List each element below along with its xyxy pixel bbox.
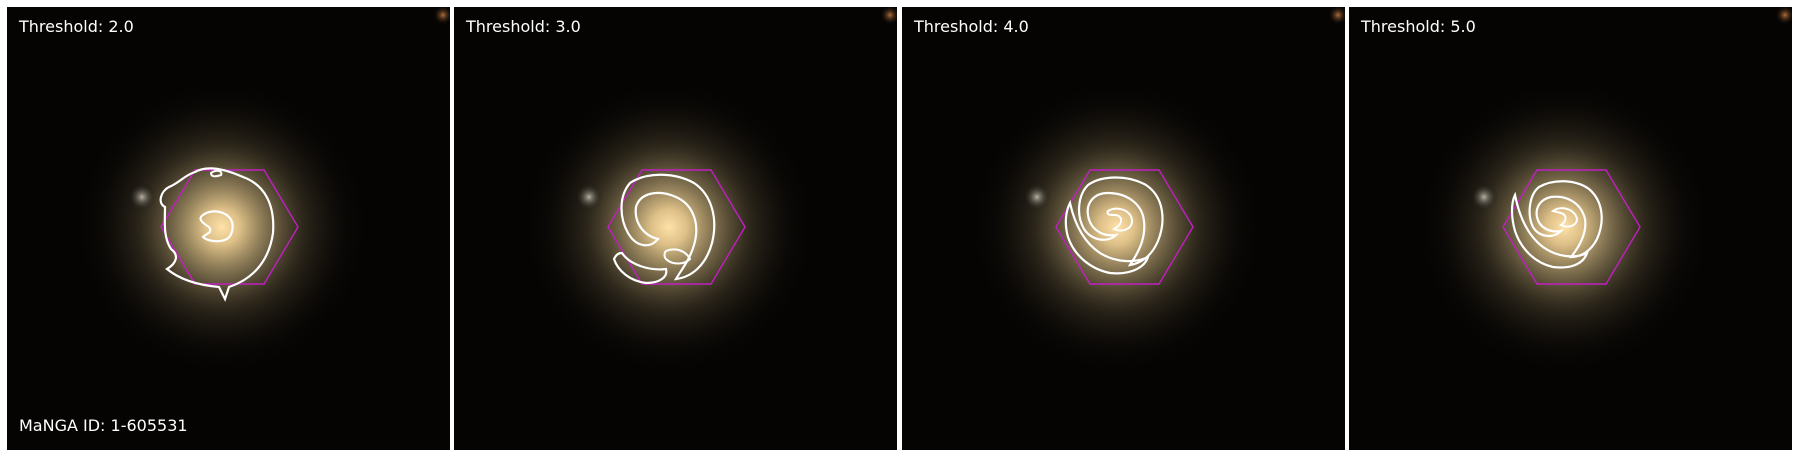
image-panel-threshold-3: Threshold: 3.0	[454, 7, 897, 450]
ifu-hexagon	[160, 169, 299, 285]
contour-arm-outer	[1528, 180, 1603, 259]
corner-star	[880, 7, 897, 25]
ifu-hexagon	[1055, 169, 1194, 285]
image-panel-threshold-4: Threshold: 4.0	[902, 7, 1345, 450]
contour-arm-outer	[620, 173, 716, 281]
ifu-hexagon	[607, 169, 746, 285]
contour-fragment	[663, 248, 692, 265]
contour-arm-lower	[1064, 199, 1150, 275]
galaxy-glow	[72, 77, 372, 377]
corner-star	[1775, 7, 1792, 25]
foreground-star	[128, 183, 156, 211]
threshold-label: Threshold: 3.0	[466, 17, 581, 36]
foreground-star	[575, 183, 603, 211]
foreground-star	[1470, 183, 1498, 211]
contour-inner	[199, 210, 234, 243]
galaxy-glow	[519, 77, 819, 377]
contour-inner	[1106, 207, 1134, 232]
image-panel-threshold-5: Threshold: 5.0	[1349, 7, 1792, 450]
contour-arm-lower	[1510, 191, 1589, 269]
galaxy-image	[1349, 7, 1792, 450]
galaxy-image	[7, 7, 450, 450]
foreground-star	[1023, 183, 1051, 211]
threshold-label: Threshold: 2.0	[19, 17, 134, 36]
threshold-label: Threshold: 5.0	[1361, 17, 1476, 36]
galaxy-image	[454, 7, 897, 450]
galaxy-image	[902, 7, 1345, 450]
threshold-label: Threshold: 4.0	[914, 17, 1029, 36]
contour-inner	[1550, 207, 1579, 228]
contour-fragment	[209, 169, 223, 178]
contour-outer	[159, 167, 275, 302]
contour-arm-outer	[1078, 176, 1164, 267]
contour-arm-lower	[612, 251, 668, 285]
ifu-hexagon	[1502, 169, 1641, 285]
corner-star	[433, 7, 450, 25]
manga-id-label: MaNGA ID: 1-605531	[19, 416, 188, 435]
image-panel-threshold-2: Threshold: 2.0 MaNGA ID: 1-605531	[7, 7, 450, 450]
corner-star	[1328, 7, 1345, 25]
